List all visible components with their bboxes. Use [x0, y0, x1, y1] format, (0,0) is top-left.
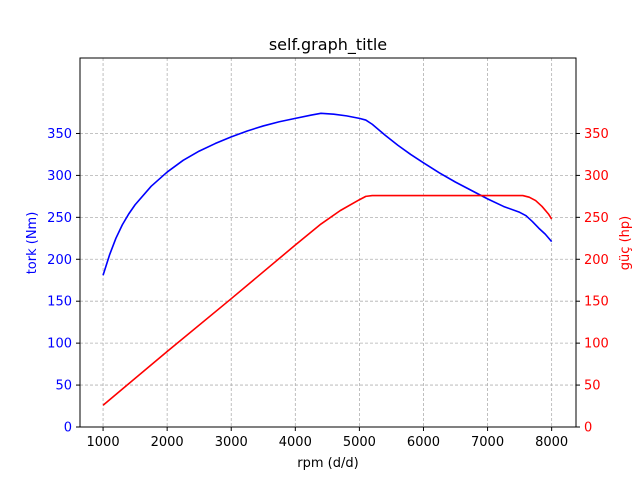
y-right-tick-label: 150	[584, 295, 609, 310]
y-left-tick-label: 100	[47, 337, 72, 352]
y-left-tick-label: 0	[64, 421, 72, 436]
plot-area-frame	[79, 57, 577, 428]
y-right-tick-label: 200	[584, 253, 609, 268]
y-left-tick-label: 300	[47, 169, 72, 184]
y-right-tick-label: 250	[584, 211, 609, 226]
x-tick-label: 6000	[407, 435, 440, 450]
power-series-line	[102, 194, 553, 406]
y-left-tick-label: 50	[55, 379, 72, 394]
series-layer	[102, 112, 553, 406]
x-tick-label: 4000	[279, 435, 312, 450]
y-right-tick-label: 50	[584, 379, 601, 394]
y-axis-right-label: güç (hp)	[618, 216, 633, 270]
x-tick-label: 5000	[343, 435, 376, 450]
tick-layer: 1000 2000 3000 4000 5000 6000 7000 800005010015…	[47, 127, 609, 450]
x-tick-label: 3000	[215, 435, 248, 450]
y-left-tick-label: 350	[47, 127, 72, 142]
x-tick-label: 2000	[151, 435, 184, 450]
torque-series-line	[102, 112, 553, 276]
y-left-tick-label: 150	[47, 295, 72, 310]
x-tick-label: 1000	[87, 435, 120, 450]
chart-title: self.graph_title	[269, 35, 387, 55]
x-axis-label: rpm (d/d)	[297, 456, 358, 471]
y-left-tick-label: 200	[47, 253, 72, 268]
y-right-tick-label: 300	[584, 169, 609, 184]
y-right-tick-label: 350	[584, 127, 609, 142]
y-right-tick-label: 0	[584, 421, 592, 436]
y-left-tick-label: 250	[47, 211, 72, 226]
x-tick-label: 7000	[471, 435, 504, 450]
y-axis-left-label: tork (Nm)	[25, 212, 40, 275]
y-right-tick-label: 100	[584, 337, 609, 352]
x-tick-label: 8000	[535, 435, 568, 450]
